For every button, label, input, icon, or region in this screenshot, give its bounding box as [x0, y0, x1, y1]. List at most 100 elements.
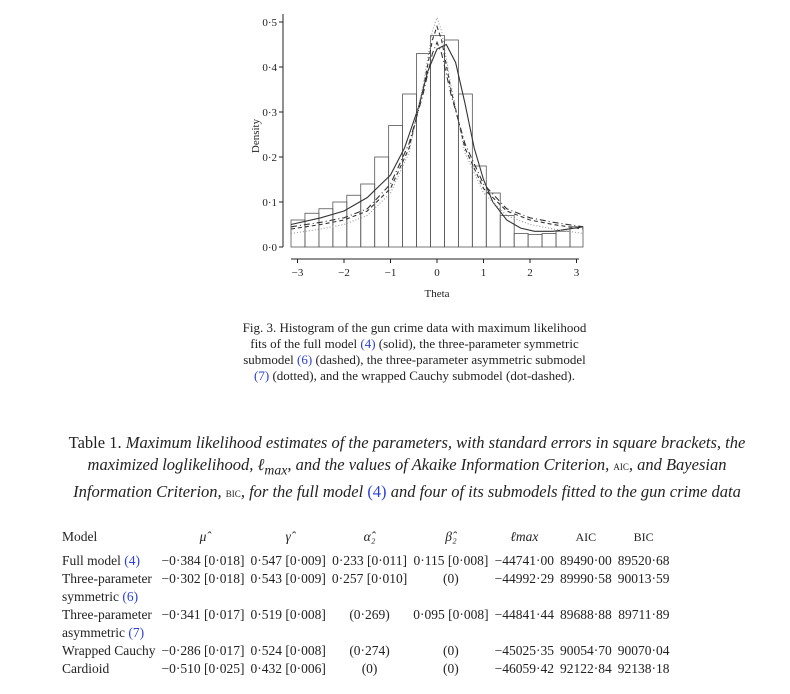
table-row: Three-parameter symmetric (6) −0·302 [0·01… [62, 570, 672, 606]
histogram-bar [444, 39, 459, 248]
curve-dot-dashed [290, 40, 584, 228]
histogram-bars [290, 35, 584, 248]
histogram-bar [513, 233, 529, 248]
cell-mu: −0·510 [0·025] [161, 661, 245, 676]
x-tick-label: 1 [481, 267, 487, 279]
cell-model: Wrapped Cauchy [62, 643, 156, 658]
cell-lmax: −44841·44 [494, 607, 554, 622]
plot-axes [282, 14, 579, 260]
figure-caption: Fig. 3. Histogram of the gun crime data … [242, 320, 587, 383]
model-ref-link[interactable]: (4) [124, 553, 141, 568]
col-alpha2: α̂₂ [363, 529, 376, 544]
cell-bic: 90013·59 [617, 571, 670, 586]
cell-lmax: −46059·42 [494, 661, 554, 676]
col-model: Model [62, 529, 98, 544]
x-tick-label: 2 [527, 267, 533, 279]
histogram-bar [499, 215, 515, 248]
cell-aic: 90054·70 [559, 643, 612, 658]
histogram-bar [388, 125, 403, 248]
model-ref-link[interactable]: (7) [254, 368, 270, 383]
cell-model: Full model (4) [62, 553, 141, 568]
table-header-row: Model μ̂ γ̂ α̂₂ β̂₂ ℓmax AIC BIC [62, 528, 672, 552]
axis-ticks: 0·0 0·1 0·2 0·3 0·4 0·5 −3 −2 −1 0 1 2 3 [262, 17, 579, 279]
cell-alpha2: 0·233 [0·011] [332, 553, 407, 568]
cell-gamma: 0·547 [0·009] [250, 553, 326, 568]
curve-dotted [290, 15, 584, 235]
cell-aic: 89990·58 [559, 571, 612, 586]
fitted-curves [290, 15, 584, 235]
cell-bic: 89520·68 [617, 553, 670, 568]
curve-solid [290, 43, 584, 232]
histogram-bar [527, 233, 543, 248]
table-row: Three-parameter asymmetric (7) −0·341 [0·0… [62, 606, 672, 642]
col-mu: μ̂ [199, 529, 207, 544]
cell-mu: −0·302 [0·018] [161, 571, 245, 586]
y-tick-label: 0·4 [262, 62, 277, 74]
cell-beta2: (0) [443, 571, 459, 586]
model-ref-link[interactable]: (4) [360, 336, 376, 351]
y-tick-label: 0·1 [262, 197, 277, 209]
cell-beta2: (0) [443, 661, 459, 676]
model-ref-link[interactable]: (6) [297, 352, 313, 367]
col-gamma: γ̂ [285, 529, 291, 544]
col-bic: BIC [633, 530, 654, 544]
cell-model: Three-parameter asymmetric (7) [62, 607, 152, 640]
model-ref-link[interactable]: (7) [128, 625, 145, 640]
cell-mu: −0·286 [0·017] [161, 643, 245, 658]
table-caption: Table 1. Maximum likelihood estimates of… [68, 433, 746, 502]
cell-aic: 92122·84 [559, 661, 612, 676]
x-tick-label: −1 [385, 267, 397, 279]
col-aic: AIC [575, 530, 597, 544]
curve-dashed [290, 24, 584, 230]
cell-beta2: 0·095 [0·008] [413, 607, 489, 622]
cell-bic: 90070·04 [617, 643, 670, 658]
y-tick-label: 0·2 [262, 152, 277, 164]
cell-gamma: 0·519 [0·008] [250, 607, 326, 622]
histogram-bar [555, 230, 571, 248]
cell-alpha2: (0·274) [349, 643, 390, 658]
histogram-bar [471, 165, 487, 248]
table-row: Full model (4) −0·384 [0·018] 0·547 [0·009… [62, 552, 672, 570]
cell-lmax: −44992·29 [494, 571, 554, 586]
histogram-bar [402, 93, 417, 248]
cell-gamma: 0·432 [0·006] [250, 661, 326, 676]
x-tick-label: 3 [574, 267, 580, 279]
cell-mu: −0·384 [0·018] [161, 553, 245, 568]
cell-bic: 89711·89 [618, 607, 670, 622]
histogram-bar [457, 93, 473, 248]
cell-lmax: −44741·00 [494, 553, 554, 568]
x-tick-label: −2 [338, 267, 350, 279]
table-row: Cardioid −0·510 [0·025] 0·432 [0·006] (0) (0… [62, 660, 672, 678]
col-beta2: β̂₂ [445, 529, 457, 544]
histogram-bar [430, 35, 445, 248]
cell-bic: 92138·18 [617, 661, 670, 676]
cell-gamma: 0·543 [0·009] [250, 571, 326, 586]
histogram-bar [485, 192, 501, 248]
y-tick-label: 0·5 [262, 17, 277, 29]
cell-alpha2: (0) [361, 661, 378, 676]
cell-alpha2: 0·257 [0·010] [331, 571, 408, 586]
table-row: Wrapped Cauchy −0·286 [0·017] 0·524 [0·008… [62, 642, 672, 660]
x-tick-label: 0 [434, 267, 440, 279]
y-tick-label: 0·0 [262, 242, 277, 254]
cell-aic: 89688·88 [559, 607, 612, 622]
x-axis-label: Theta [424, 288, 449, 300]
cell-aic: 89490·00 [559, 553, 612, 568]
cell-gamma: 0·524 [0·008] [250, 643, 326, 658]
model-ref-link[interactable]: (6) [122, 589, 139, 604]
histogram-bar [541, 233, 557, 248]
cell-model: Cardioid [62, 661, 110, 676]
results-table: Model μ̂ γ̂ α̂₂ β̂₂ ℓmax AIC BIC Full mo… [62, 528, 672, 678]
y-axis-label: Density [250, 118, 262, 153]
cell-model: Three-parameter symmetric (6) [62, 571, 152, 604]
col-lmax: ℓmax [510, 529, 539, 544]
histogram-bar [416, 53, 431, 248]
histogram-bar [569, 226, 584, 248]
cell-lmax: −45025·35 [494, 643, 554, 658]
model-ref-link[interactable]: (4) [367, 482, 387, 502]
cell-mu: −0·341 [0·017] [161, 607, 245, 622]
cell-alpha2: (0·269) [349, 607, 390, 622]
x-tick-label: −3 [292, 267, 304, 279]
cell-beta2: 0·115 [0·008] [413, 553, 489, 568]
histogram-bar [360, 183, 376, 248]
